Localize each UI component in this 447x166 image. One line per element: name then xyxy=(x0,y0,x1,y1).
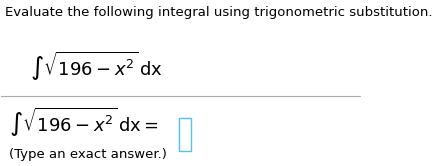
Text: $\int \sqrt{196 - x^2}\,\mathrm{dx} = $: $\int \sqrt{196 - x^2}\,\mathrm{dx} = $ xyxy=(8,106,159,139)
Text: $\int \sqrt{196 - x^2}\,\mathrm{dx}$: $\int \sqrt{196 - x^2}\,\mathrm{dx}$ xyxy=(30,50,163,83)
Text: (Type an exact answer.): (Type an exact answer.) xyxy=(8,148,166,161)
Text: Evaluate the following integral using trigonometric substitution.: Evaluate the following integral using tr… xyxy=(5,6,433,19)
FancyBboxPatch shape xyxy=(179,118,191,151)
